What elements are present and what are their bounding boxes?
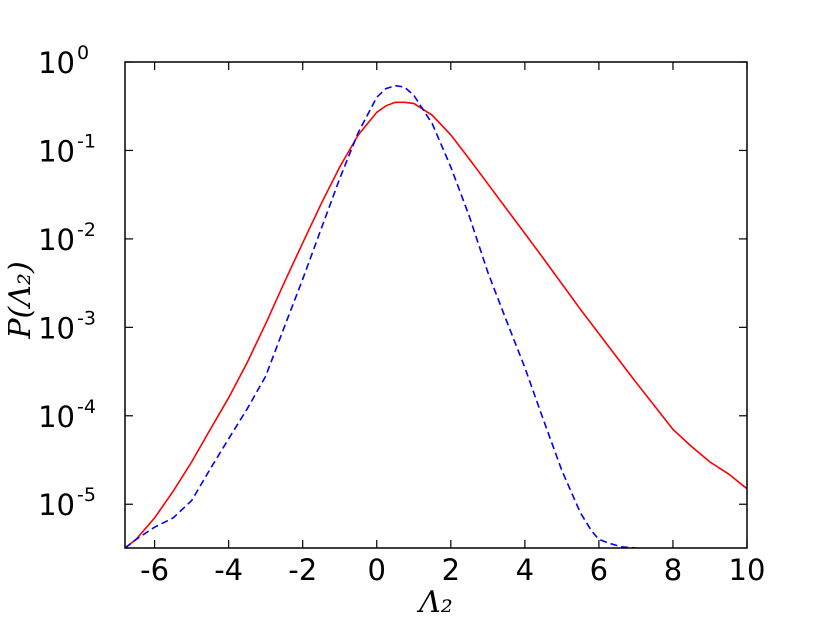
- y-tick-exponent: -4: [77, 396, 96, 418]
- y-tick-exponent: -2: [77, 219, 96, 241]
- x-tick-label: 0: [368, 553, 386, 587]
- y-tick-label: 10: [38, 46, 75, 80]
- x-tick-label: 6: [590, 553, 608, 587]
- x-tick-label: 4: [516, 553, 534, 587]
- y-tick-label: 10: [38, 311, 75, 345]
- series-line-0: [125, 101, 747, 548]
- y-tick-exponent: -1: [77, 130, 96, 152]
- y-tick-label: 10: [38, 223, 75, 257]
- y-tick-label: 10: [38, 488, 75, 522]
- plot-frame: [124, 61, 748, 549]
- y-tick-label: 10: [38, 134, 75, 168]
- y-tick-exponent: 0: [77, 42, 89, 64]
- y-tick-label: 10: [38, 400, 75, 434]
- x-tick-label: 10: [729, 553, 766, 587]
- x-tick-label: 8: [664, 553, 682, 587]
- x-tick-label: -2: [288, 553, 317, 587]
- series-layer: [125, 84, 747, 548]
- x-tick-label: -4: [214, 553, 243, 587]
- x-axis-label: Λ₂: [416, 585, 453, 620]
- x-tick-label: 2: [442, 553, 460, 587]
- y-tick-exponent: -3: [77, 307, 96, 329]
- series-line-1: [125, 84, 636, 548]
- y-axis-label: P(Λ₂): [3, 261, 38, 339]
- x-tick-label: -6: [140, 553, 169, 587]
- y-tick-exponent: -5: [77, 484, 96, 506]
